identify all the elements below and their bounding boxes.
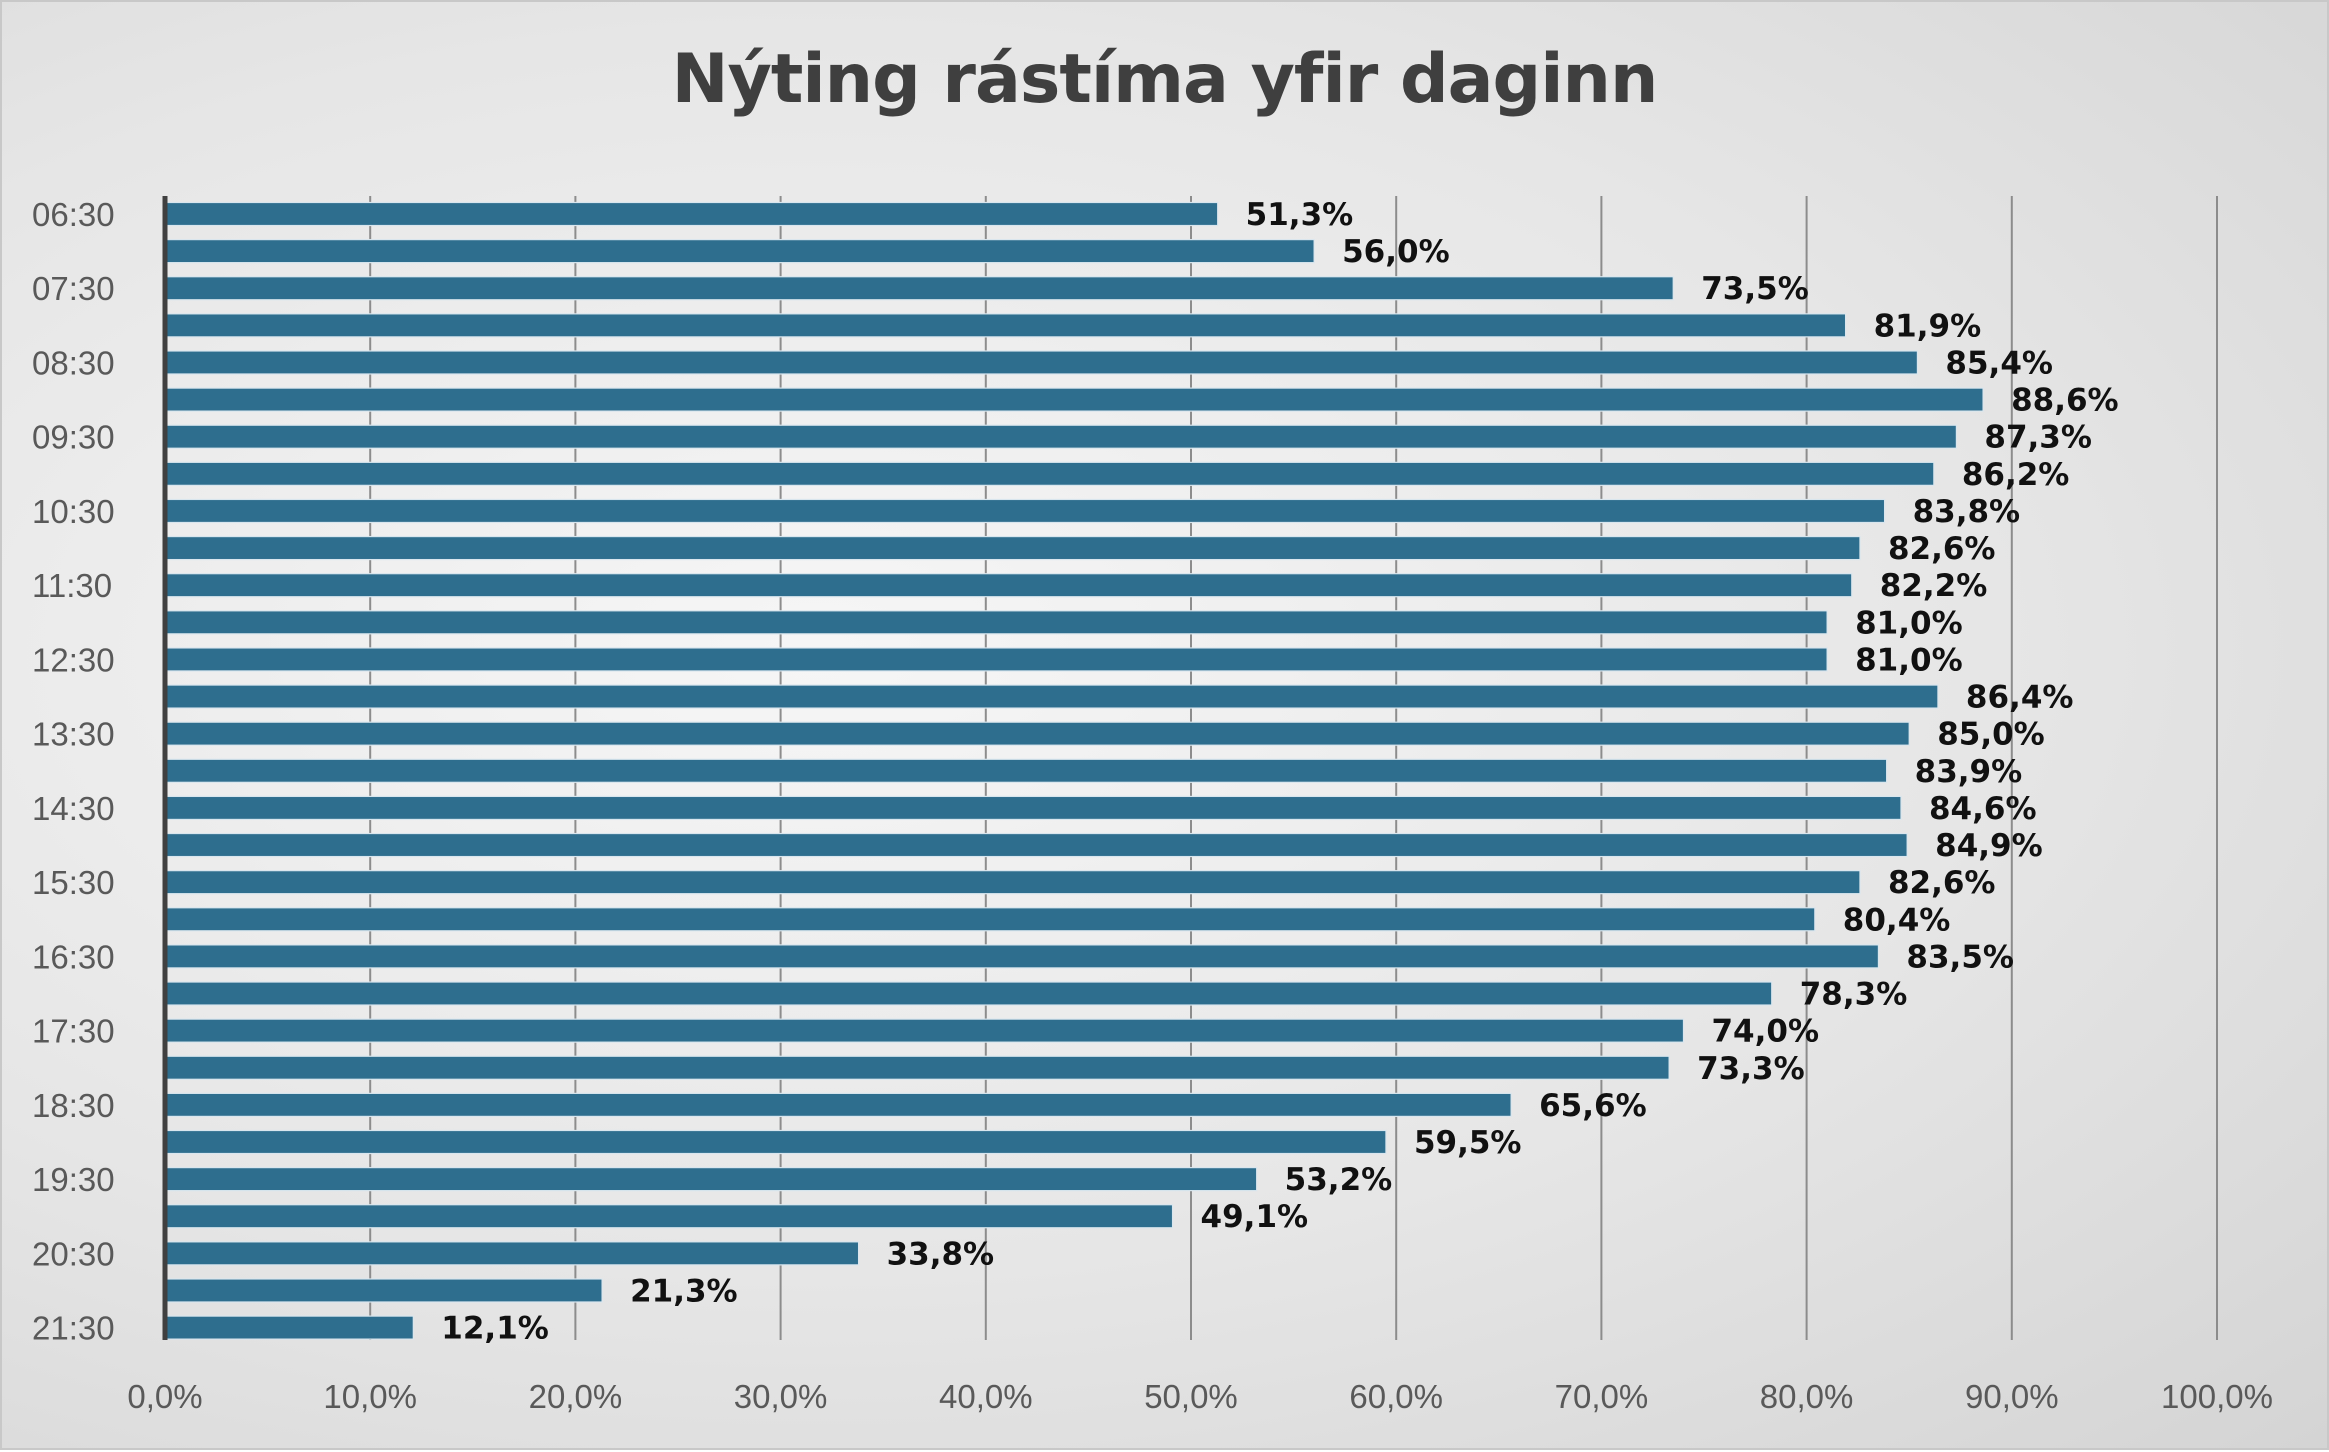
y-tick-label: 16:30 bbox=[32, 938, 115, 975]
bar-1230 bbox=[164, 647, 1828, 672]
bar-0800 bbox=[164, 313, 1847, 338]
data-label: 83,9% bbox=[1915, 754, 2023, 790]
data-label: 33,8% bbox=[887, 1236, 995, 1272]
data-label: 83,5% bbox=[1906, 939, 2014, 975]
data-label: 83,8% bbox=[1913, 494, 2021, 530]
x-axis-ticks: 0,0% 10,0% 20,0% 30,0% 40,0% 50,0% 60,0% 70,0% 8… bbox=[127, 1378, 2273, 1415]
y-axis-ticks: 06:30 07:30 08:30 09:30 10:30 11:30 12:30 13:30… bbox=[32, 196, 115, 1347]
data-label: 81,0% bbox=[1855, 605, 1963, 641]
bar-1930 bbox=[164, 1167, 1258, 1192]
data-label: 78,3% bbox=[1800, 977, 1908, 1013]
x-tick-label: 30,0% bbox=[734, 1378, 828, 1415]
bar-1000 bbox=[164, 461, 1935, 486]
bar-1100 bbox=[164, 535, 1861, 561]
bar-1030 bbox=[164, 498, 1886, 524]
data-labels: 51,3%56,0% 73,5% 81,9%85,4%88,6%87,3%86,2%… bbox=[441, 197, 2118, 1347]
bars bbox=[164, 201, 1984, 1340]
bar-1530 bbox=[164, 870, 1861, 895]
data-label: 85,0% bbox=[1937, 717, 2045, 753]
y-tick-label: 19:30 bbox=[32, 1161, 115, 1198]
data-label: 86,4% bbox=[1966, 680, 2074, 716]
data-label: 74,0% bbox=[1711, 1014, 1819, 1050]
y-tick-label: 17:30 bbox=[32, 1013, 115, 1050]
bar-1800 bbox=[164, 1055, 1670, 1080]
data-label: 85,4% bbox=[1945, 345, 2053, 381]
y-tick-label: 09:30 bbox=[32, 419, 115, 456]
bar-2000 bbox=[164, 1204, 1174, 1229]
data-label: 73,3% bbox=[1697, 1051, 1805, 1087]
bar-1130 bbox=[164, 573, 1853, 598]
y-tick-label: 08:30 bbox=[32, 344, 115, 381]
data-label: 12,1% bbox=[441, 1311, 549, 1347]
bar-1700 bbox=[164, 981, 1773, 1006]
bar-1500 bbox=[164, 832, 1908, 858]
x-tick-label: 20,0% bbox=[529, 1378, 623, 1415]
data-label: 84,6% bbox=[1929, 791, 2037, 827]
y-tick-label: 20:30 bbox=[32, 1235, 115, 1272]
bar-0700 bbox=[164, 239, 1315, 264]
data-label: 51,3% bbox=[1246, 197, 1354, 233]
data-label: 81,9% bbox=[1874, 308, 1982, 344]
data-label: 56,0% bbox=[1342, 234, 1450, 270]
chart-title: Nýting rástíma yfir daginn bbox=[671, 40, 1659, 119]
data-label: 59,5% bbox=[1414, 1125, 1522, 1161]
data-label: 49,1% bbox=[1201, 1199, 1309, 1235]
data-label: 82,6% bbox=[1888, 865, 1996, 901]
bar-1430 bbox=[164, 795, 1902, 821]
y-tick-label: 10:30 bbox=[32, 493, 115, 530]
bar-2030 bbox=[164, 1241, 860, 1266]
bar-1300 bbox=[164, 684, 1939, 709]
data-label: 73,5% bbox=[1701, 271, 1809, 307]
data-label: 86,2% bbox=[1962, 457, 2070, 493]
x-tick-label: 80,0% bbox=[1760, 1378, 1854, 1415]
data-label: 65,6% bbox=[1539, 1088, 1647, 1124]
y-tick-label: 15:30 bbox=[32, 864, 115, 901]
y-tick-label: 12:30 bbox=[32, 641, 115, 678]
bar-2100 bbox=[164, 1278, 603, 1303]
y-tick-label: 07:30 bbox=[32, 270, 115, 307]
data-label: 81,0% bbox=[1855, 642, 1963, 678]
x-tick-label: 10,0% bbox=[323, 1378, 417, 1415]
bar-1400 bbox=[164, 758, 1888, 783]
bar-0930 bbox=[164, 424, 1957, 449]
data-label: 84,9% bbox=[1935, 828, 2043, 864]
y-tick-label: 18:30 bbox=[32, 1087, 115, 1124]
x-tick-label: 40,0% bbox=[939, 1378, 1033, 1415]
bar-1330 bbox=[164, 721, 1910, 746]
x-tick-label: 70,0% bbox=[1555, 1378, 1649, 1415]
bar-0830 bbox=[164, 350, 1919, 375]
x-tick-label: 60,0% bbox=[1349, 1378, 1443, 1415]
data-label: 82,6% bbox=[1888, 531, 1996, 567]
data-label: 82,2% bbox=[1880, 568, 1988, 604]
data-label: 53,2% bbox=[1285, 1162, 1393, 1198]
x-tick-label: 50,0% bbox=[1144, 1378, 1238, 1415]
bar-1630 bbox=[164, 944, 1880, 969]
y-tick-label: 13:30 bbox=[32, 716, 115, 753]
bar-1600 bbox=[164, 907, 1816, 932]
y-tick-label: 14:30 bbox=[32, 790, 115, 827]
x-tick-label: 100,0% bbox=[2161, 1378, 2273, 1415]
bar-2130 bbox=[164, 1315, 414, 1340]
bar-0630 bbox=[164, 201, 1219, 227]
bar-0730 bbox=[164, 276, 1674, 301]
bar-0900 bbox=[164, 387, 1984, 412]
bar-1830 bbox=[164, 1092, 1512, 1117]
x-tick-label: 90,0% bbox=[1965, 1378, 2059, 1415]
data-label: 88,6% bbox=[2011, 383, 2119, 419]
y-tick-label: 06:30 bbox=[32, 196, 115, 233]
data-label: 87,3% bbox=[1984, 420, 2092, 456]
bar-1900 bbox=[164, 1129, 1387, 1155]
data-label: 21,3% bbox=[630, 1273, 738, 1309]
y-tick-label: 11:30 bbox=[32, 567, 112, 604]
y-tick-label: 21:30 bbox=[32, 1310, 115, 1347]
bar-1730 bbox=[164, 1018, 1685, 1043]
x-tick-label: 0,0% bbox=[127, 1378, 202, 1415]
bar-1200 bbox=[164, 610, 1828, 635]
data-label: 80,4% bbox=[1843, 902, 1951, 938]
